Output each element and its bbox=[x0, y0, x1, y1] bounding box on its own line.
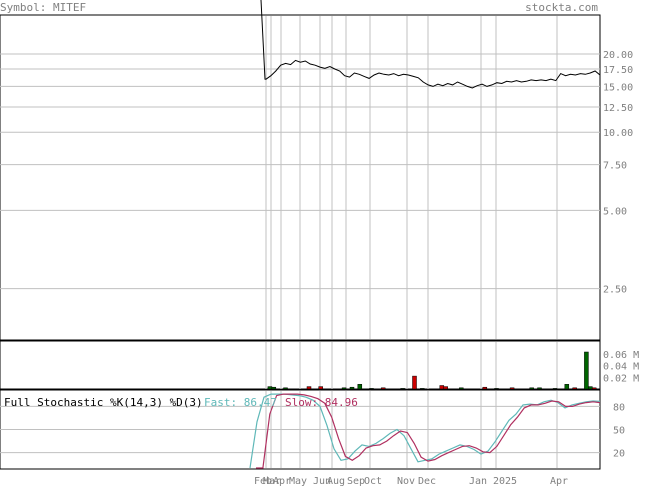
month-label: Dec bbox=[418, 476, 436, 486]
volume-bar bbox=[380, 387, 386, 390]
volume-bar bbox=[584, 351, 589, 390]
volume-bar bbox=[537, 387, 542, 390]
volume-bar bbox=[400, 388, 405, 390]
stochastic-fast-label: Fast: 86.47 bbox=[204, 396, 277, 409]
volume-bar bbox=[588, 386, 593, 390]
volume-bar bbox=[443, 386, 448, 390]
price-tick-label: 15.00 bbox=[603, 82, 633, 93]
month-label: Jun bbox=[313, 476, 331, 486]
price-tick-label: 5.00 bbox=[603, 206, 627, 217]
volume-bar bbox=[494, 388, 499, 390]
month-label: Nov bbox=[397, 476, 415, 486]
stochastic-title: Full Stochastic %K(14,3) %D(3) bbox=[4, 396, 203, 409]
volume-bar bbox=[529, 387, 534, 390]
stochastic-tick-label: 50 bbox=[613, 426, 625, 437]
price-tick-label: 20.00 bbox=[603, 50, 633, 61]
volume-bar bbox=[439, 385, 445, 390]
month-label: Oct bbox=[364, 476, 382, 486]
volume-bar bbox=[341, 387, 347, 390]
volume-bar bbox=[572, 387, 577, 390]
stochastic-fast-line bbox=[249, 393, 601, 469]
volume-bar bbox=[306, 386, 312, 390]
price-series bbox=[260, 0, 601, 89]
volume-bar bbox=[318, 386, 323, 390]
stochastic-axis-labels: 80 50 20 bbox=[613, 402, 625, 459]
month-label: Aug bbox=[327, 476, 345, 486]
volume-bar bbox=[369, 388, 374, 390]
price-panel bbox=[0, 14, 601, 341]
volume-bar bbox=[267, 386, 273, 390]
volume-bar bbox=[509, 387, 515, 390]
volume-tick-label: 0.04 M bbox=[603, 362, 639, 373]
volume-bar bbox=[459, 387, 464, 390]
price-tick-label: 2.50 bbox=[603, 285, 627, 296]
volume-bar bbox=[412, 375, 417, 390]
volume-series bbox=[267, 351, 597, 390]
volume-bar bbox=[420, 388, 425, 390]
month-label: 2025 bbox=[493, 476, 517, 486]
stochastic-series bbox=[249, 393, 601, 469]
stochastic-slow-line bbox=[256, 393, 601, 469]
price-tick-label: 7.50 bbox=[603, 161, 627, 172]
volume-bar bbox=[349, 386, 355, 390]
volume-axis-labels: 0.06 M0.04 M0.02 M bbox=[603, 350, 639, 385]
volume-bar bbox=[357, 384, 363, 390]
volume-tick-label: 0.06 M bbox=[603, 350, 639, 361]
price-tick-label: 10.00 bbox=[603, 128, 633, 139]
volume-bar bbox=[552, 388, 558, 390]
site-label: stockta.com bbox=[525, 1, 598, 14]
volume-bar bbox=[564, 384, 570, 390]
month-label: Apr bbox=[550, 476, 568, 486]
volume-bar bbox=[482, 386, 488, 390]
month-label: Apr bbox=[273, 476, 291, 486]
price-axis-labels: 20.00 17.50 15.00 12.50 10.00 7.50 5.00 2.50 bbox=[603, 50, 633, 296]
stochastic-slow-label: Slow: 84.96 bbox=[285, 396, 358, 409]
volume-bar bbox=[283, 387, 288, 390]
price-line bbox=[260, 0, 601, 89]
volume-bar bbox=[271, 386, 277, 390]
month-label: Feb bbox=[254, 476, 272, 486]
volume-tick-label: 0.02 M bbox=[603, 373, 639, 384]
month-label: Mar bbox=[263, 476, 281, 486]
volume-bar bbox=[591, 387, 597, 390]
stochastic-tick-label: 20 bbox=[613, 449, 625, 460]
month-label: May bbox=[289, 476, 307, 486]
month-label: Jan bbox=[469, 476, 487, 486]
symbol-label: Symbol: MITEF bbox=[0, 1, 86, 14]
price-tick-label: 12.50 bbox=[603, 103, 633, 114]
month-label: Sep bbox=[347, 476, 365, 486]
grid-lines bbox=[0, 16, 600, 468]
price-tick-label: 17.50 bbox=[603, 65, 633, 76]
stochastic-tick-label: 80 bbox=[613, 402, 625, 413]
